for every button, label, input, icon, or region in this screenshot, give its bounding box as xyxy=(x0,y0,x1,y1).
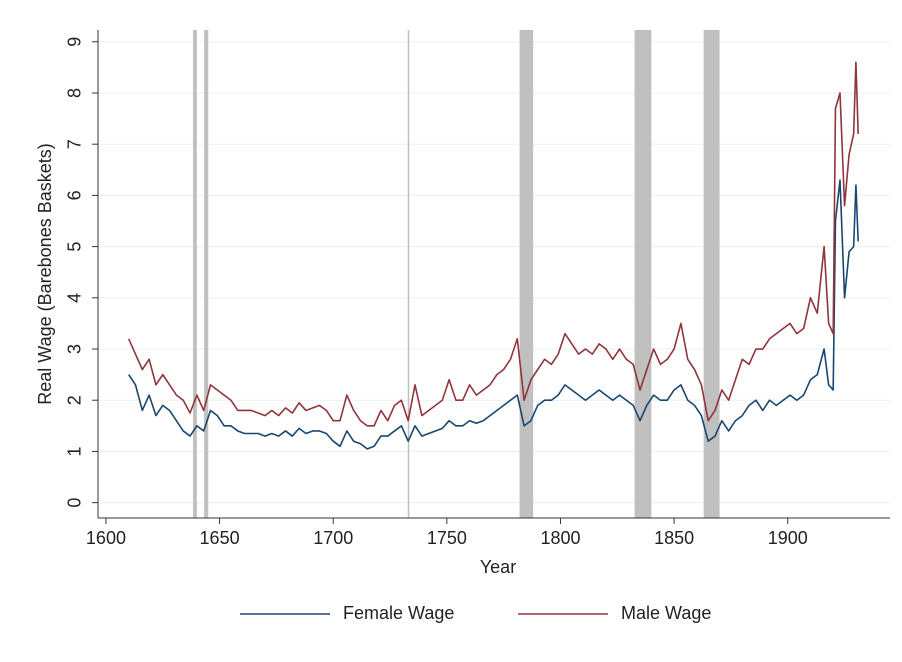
y-tick-label: 8 xyxy=(65,88,85,98)
shaded-period xyxy=(703,30,720,518)
x-tick-label: 1650 xyxy=(200,528,240,548)
y-tick-label: 7 xyxy=(65,139,85,149)
y-tick-label: 4 xyxy=(65,293,85,303)
legend-label: Male Wage xyxy=(621,603,711,623)
y-tick-label: 3 xyxy=(65,344,85,354)
shaded-period xyxy=(519,30,534,518)
series-line xyxy=(127,61,859,427)
x-tick-label: 1800 xyxy=(540,528,580,548)
shaded-period xyxy=(407,30,410,518)
x-tick-label: 1850 xyxy=(654,528,694,548)
shaded-period xyxy=(204,30,209,518)
shaded-period xyxy=(634,30,652,518)
y-tick-label: 0 xyxy=(65,498,85,508)
y-tick-label: 2 xyxy=(65,395,85,405)
shaded-period xyxy=(192,30,197,518)
x-tick-label: 1900 xyxy=(768,528,808,548)
x-tick-label: 1700 xyxy=(313,528,353,548)
y-tick-label: 9 xyxy=(65,37,85,47)
y-tick-label: 5 xyxy=(65,242,85,252)
y-tick-label: 1 xyxy=(65,446,85,456)
y-axis-label: Real Wage (Barebones Baskets) xyxy=(35,143,55,404)
x-axis-label: Year xyxy=(480,557,516,577)
series-line xyxy=(128,179,859,450)
legend-label: Female Wage xyxy=(343,603,454,623)
x-tick-label: 1750 xyxy=(427,528,467,548)
y-tick-label: 6 xyxy=(65,190,85,200)
x-tick-label: 1600 xyxy=(86,528,126,548)
